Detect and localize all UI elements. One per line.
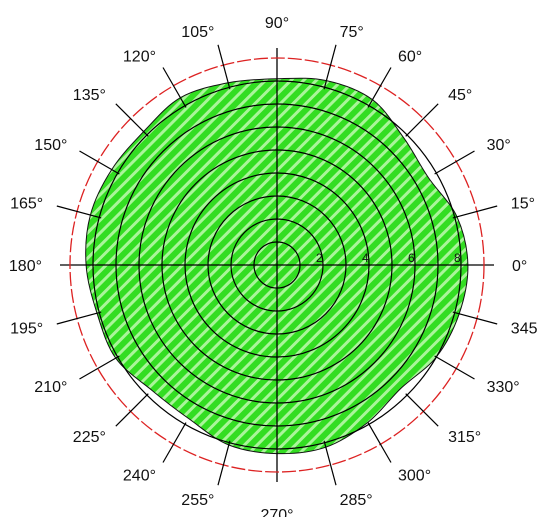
angle-tick-line bbox=[162, 422, 187, 463]
angle-label: 0° bbox=[512, 258, 527, 275]
angle-label: 75° bbox=[340, 24, 364, 41]
angle-label: 120° bbox=[123, 48, 156, 65]
angle-label: 270° bbox=[260, 507, 293, 517]
angle-tick-line bbox=[115, 393, 149, 427]
angle-label: 30° bbox=[487, 137, 511, 154]
angle-tick-line bbox=[452, 311, 498, 325]
axis-lines bbox=[60, 48, 494, 482]
angle-label: 345° bbox=[511, 321, 538, 338]
angle-label: 150° bbox=[34, 137, 67, 154]
angle-label: 15° bbox=[511, 195, 535, 212]
angle-tick-line bbox=[115, 103, 149, 137]
angle-label: 300° bbox=[398, 468, 431, 485]
angle-tick-line bbox=[56, 311, 102, 325]
angle-label: 45° bbox=[448, 87, 472, 104]
radial-tick-label: 4 bbox=[362, 251, 369, 265]
radial-labels: 2 4 6 8 bbox=[316, 251, 461, 265]
angle-tick-line bbox=[217, 44, 231, 90]
angle-label: 195° bbox=[10, 321, 43, 338]
angle-label: 60° bbox=[398, 48, 422, 65]
angle-tick-line bbox=[217, 440, 231, 486]
radial-tick-label: 6 bbox=[408, 251, 415, 265]
angle-tick-line bbox=[323, 44, 337, 90]
angle-label: 210° bbox=[34, 379, 67, 396]
angle-tick-line bbox=[434, 150, 475, 175]
radial-tick-label: 8 bbox=[454, 251, 461, 265]
radial-tick-label: 2 bbox=[316, 251, 323, 265]
angle-tick-line bbox=[405, 103, 439, 137]
angle-label: 135° bbox=[73, 87, 106, 104]
angle-label: 90° bbox=[265, 15, 289, 32]
angle-tick-line bbox=[56, 205, 102, 219]
angle-label: 240° bbox=[123, 468, 156, 485]
angle-label: 180° bbox=[9, 258, 42, 275]
angle-ticks bbox=[56, 44, 498, 486]
angle-tick-line bbox=[405, 393, 439, 427]
angle-label: 105° bbox=[181, 24, 214, 41]
angle-tick-line bbox=[323, 440, 337, 486]
angle-label: 330° bbox=[487, 379, 520, 396]
angle-tick-line bbox=[79, 150, 120, 175]
angle-label: 315° bbox=[448, 429, 481, 446]
angle-tick-line bbox=[79, 355, 120, 380]
angle-tick-line bbox=[367, 67, 392, 108]
angle-label: 165° bbox=[10, 195, 43, 212]
reference-circle bbox=[69, 57, 485, 473]
angle-label: 285° bbox=[340, 492, 373, 509]
angle-label: 225° bbox=[73, 429, 106, 446]
angle-label: 255° bbox=[181, 492, 214, 509]
angle-tick-line bbox=[367, 422, 392, 463]
angle-tick-line bbox=[162, 67, 187, 108]
angle-tick-line bbox=[452, 205, 498, 219]
reference-circle-layer bbox=[69, 57, 485, 473]
angle-labels: 0° 15° 30° 45° 60° 75° 90° 105° 120° 135° 150° 165°… bbox=[9, 15, 538, 517]
angle-tick-line bbox=[434, 355, 475, 380]
